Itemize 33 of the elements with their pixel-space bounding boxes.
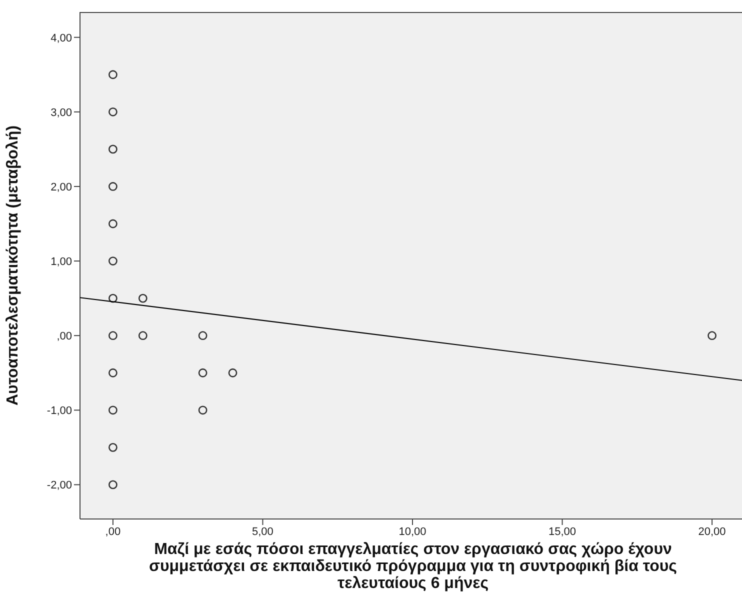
point [108, 182, 118, 191]
point [708, 331, 716, 340]
point [108, 256, 118, 266]
point [228, 368, 238, 378]
point [198, 368, 208, 378]
point [138, 331, 148, 340]
point [108, 406, 118, 415]
x-tick-label: 20,00 [698, 526, 726, 538]
y-tick-label: 2,00 [50, 181, 72, 194]
point [108, 70, 118, 80]
x-axis-title: Μαζί με εσάς πόσοι επαγγελματίες στον εργασιακό σας χώρο έχουν συμμετάσχει σε εκπαιδευτικό πρόγραμμα για τη συντροφική βία τους τελευταίους 6 μήνες [148, 541, 678, 592]
point [108, 331, 118, 340]
x-tick-label: ,00 [105, 526, 121, 538]
point [108, 368, 118, 378]
x-tick-label: 5,00 [252, 526, 274, 538]
x-tick-label: 15,00 [548, 526, 576, 538]
x-tick-label: 10,00 [398, 526, 426, 538]
point [138, 294, 148, 303]
y-tick-label: 4,00 [50, 32, 72, 44]
point [198, 331, 208, 340]
point [198, 406, 208, 415]
y-tick-label: 1,00 [50, 256, 72, 268]
y-axis-title: Αυτοαποτελεσματικότητα (μεταβολή) [4, 125, 22, 406]
point [108, 107, 118, 116]
point [108, 219, 118, 228]
y-tick-label: -1,00 [46, 405, 72, 418]
point [108, 480, 118, 490]
point [108, 144, 118, 154]
y-tick-label: -2,00 [46, 480, 72, 492]
point [108, 442, 118, 452]
y-tick-label: 3,00 [50, 106, 72, 119]
point [108, 294, 118, 303]
y-tick-label: ,00 [56, 330, 72, 342]
